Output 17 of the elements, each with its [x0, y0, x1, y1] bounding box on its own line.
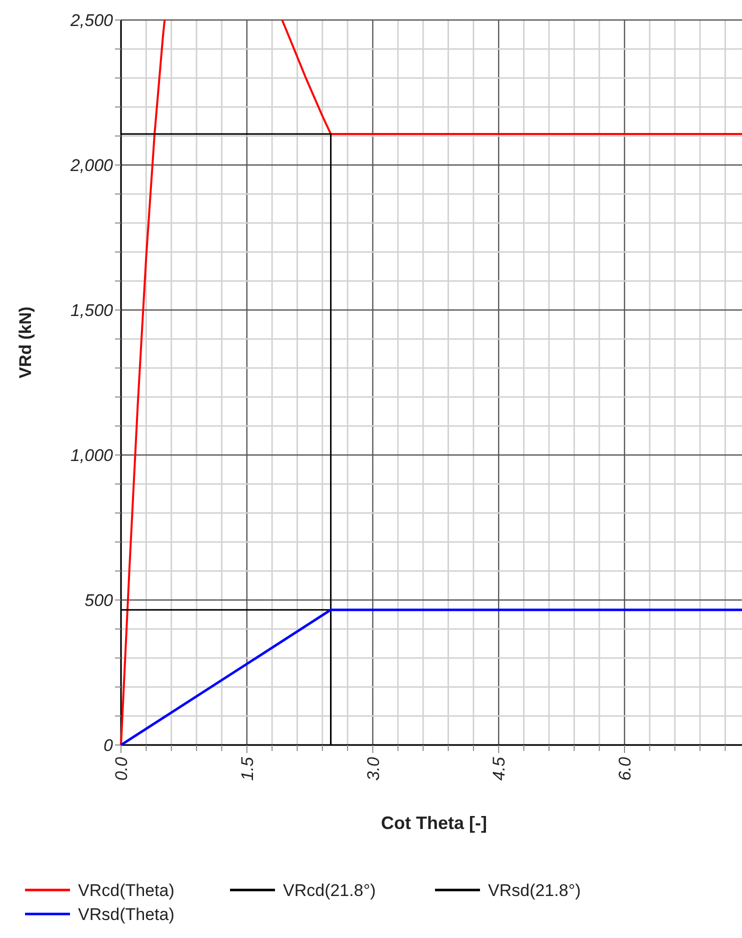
- legend-label: VRsd(21.8°): [488, 881, 581, 900]
- x-tick-label: 1.5: [238, 756, 257, 781]
- y-tick-label: 0: [104, 736, 114, 755]
- x-tick-label: 0.0: [112, 756, 131, 781]
- x-tick-label: 3.0: [364, 756, 383, 781]
- y-tick-label: 2,500: [69, 11, 114, 30]
- x-tick-label: 6.0: [616, 756, 635, 781]
- legend-label: VRsd(Theta): [78, 905, 174, 924]
- legend-label: VRcd(21.8°): [283, 881, 376, 900]
- y-tick-label: 500: [84, 591, 114, 610]
- y-tick-label: 2,000: [69, 156, 114, 175]
- y-axis-title: VRd (kN): [16, 306, 35, 378]
- legend-label: VRcd(Theta): [78, 881, 174, 900]
- x-tick-label: 4.5: [490, 756, 509, 781]
- y-tick-label: 1,500: [70, 301, 114, 320]
- x-axis-title: Cot Theta [-]: [381, 813, 487, 833]
- y-tick-label: 1,000: [70, 446, 114, 465]
